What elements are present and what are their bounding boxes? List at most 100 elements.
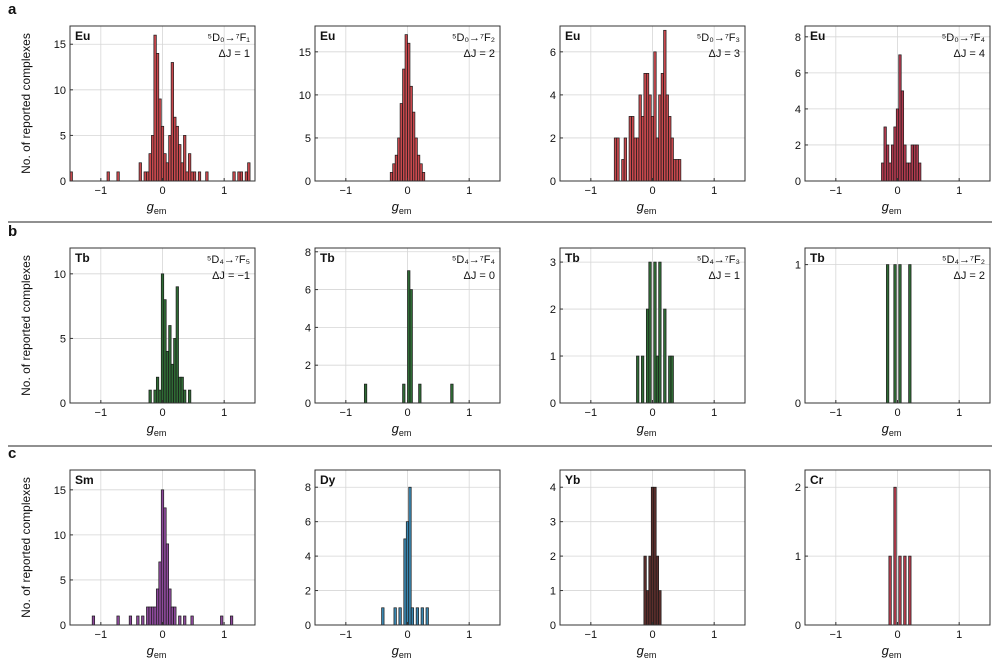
histogram-bar <box>160 273 165 404</box>
histogram-bar <box>658 94 662 182</box>
x-tick-label: 1 <box>956 407 962 419</box>
panel-letter: b <box>8 223 17 240</box>
histogram-panel: −1 0 1 0 1 2 gem Cr <box>795 469 991 660</box>
histogram-bar <box>665 94 669 182</box>
histogram-bar <box>405 521 410 626</box>
histogram-bar <box>192 171 197 182</box>
histogram-bar <box>244 171 248 182</box>
x-axis-label: gem <box>147 643 167 660</box>
y-tick-label: 8 <box>305 247 311 259</box>
transition-label: ⁵D₄→⁷F₅ <box>207 254 250 266</box>
ion-label: Dy <box>320 473 336 487</box>
y-tick-label: 2 <box>795 140 801 152</box>
x-axis-label-sub: em <box>154 650 167 660</box>
histogram-bar <box>407 42 411 182</box>
y-tick-label: 2 <box>550 551 556 563</box>
x-axis-label: gem <box>392 421 412 438</box>
histogram-bar <box>918 162 922 182</box>
histogram-bar <box>155 376 160 404</box>
histogram-bar <box>641 355 645 404</box>
y-tick-label: 0 <box>795 398 801 410</box>
histogram-bar <box>414 137 418 182</box>
histogram-bar <box>650 486 655 626</box>
histogram-bar <box>895 108 900 182</box>
x-axis-label: gem <box>392 643 412 660</box>
y-tick-label: 10 <box>54 85 66 97</box>
x-tick-label: 0 <box>894 407 900 419</box>
histogram-bar <box>658 590 662 626</box>
histogram-bar <box>633 137 637 182</box>
histogram-bar <box>636 137 640 182</box>
histogram-bar <box>116 615 120 626</box>
x-axis-label: gem <box>882 643 902 660</box>
y-tick-label: 4 <box>305 551 311 563</box>
x-tick-label: −1 <box>340 185 353 197</box>
ion-label: Sm <box>75 473 94 487</box>
histogram-bar <box>165 543 170 626</box>
x-axis-label-sub: em <box>154 428 167 438</box>
x-axis-label-main: g <box>147 643 155 658</box>
panel-letter: c <box>8 445 16 462</box>
histogram-bar <box>397 137 401 182</box>
y-tick-label: 0 <box>305 176 311 188</box>
histogram-bar <box>670 137 674 182</box>
histogram-panel: −1 0 1 0 2 4 6 8 gem Eu ⁵D₀→⁷F₄ ΔJ = 4 <box>795 25 991 216</box>
histogram-bar <box>653 261 657 404</box>
histogram-bar <box>903 144 907 182</box>
y-axis-label: No. of reported complexes <box>19 255 33 396</box>
x-axis-label-sub: em <box>644 650 657 660</box>
histogram-bar <box>381 607 385 626</box>
delta-j-label: ΔJ = −1 <box>212 270 250 282</box>
delta-j-label: ΔJ = 3 <box>708 48 740 60</box>
histogram-bar <box>648 261 652 404</box>
histogram-bar <box>239 171 244 182</box>
x-axis-label: gem <box>882 421 902 438</box>
histogram-bar <box>148 389 152 404</box>
x-tick-label: −1 <box>340 407 353 419</box>
x-tick-label: 1 <box>956 629 962 641</box>
histogram-bar <box>173 116 177 182</box>
histogram-bar <box>190 171 194 182</box>
histogram-bar <box>905 162 909 182</box>
histogram-bar <box>409 85 413 182</box>
y-tick-label: 2 <box>305 360 311 372</box>
histogram-bar <box>180 162 184 182</box>
histogram-bar <box>188 389 192 404</box>
y-tick-label: 2 <box>550 304 556 316</box>
histogram-bar <box>163 507 167 626</box>
histogram-bar <box>188 153 192 182</box>
delta-j-label: ΔJ = 0 <box>463 270 495 282</box>
histogram-bar <box>648 555 652 626</box>
histogram-bar <box>641 116 645 182</box>
histogram-bar <box>138 162 142 182</box>
x-axis-label: gem <box>637 643 657 660</box>
histogram-bar <box>636 355 640 404</box>
histogram-bar <box>409 289 413 404</box>
transition-label: ⁵D₀→⁷F₂ <box>452 32 495 44</box>
histogram-bar <box>900 90 905 182</box>
y-tick-label: 0 <box>550 398 556 410</box>
histogram-bar <box>631 116 635 182</box>
histogram-bar <box>655 355 660 404</box>
x-tick-label: −1 <box>830 185 843 197</box>
histogram-bar <box>153 389 157 404</box>
x-tick-label: −1 <box>585 407 598 419</box>
histogram-bar <box>175 125 179 182</box>
x-axis-label-main: g <box>392 643 400 658</box>
x-tick-label: −1 <box>830 407 843 419</box>
y-tick-label: 10 <box>54 530 66 542</box>
x-axis-label: gem <box>637 421 657 438</box>
histogram-bar <box>898 54 902 182</box>
histogram-bar <box>643 555 647 626</box>
y-tick-label: 2 <box>795 482 801 494</box>
y-tick-label: 4 <box>305 322 311 334</box>
transition-label: ⁵D₄→⁷F₃ <box>697 254 740 266</box>
histogram-bar <box>229 615 234 626</box>
y-tick-label: 4 <box>550 90 556 102</box>
x-tick-label: −1 <box>585 629 598 641</box>
x-tick-label: −1 <box>340 629 353 641</box>
histogram-bar <box>412 111 416 182</box>
x-tick-label: 1 <box>221 407 227 419</box>
histogram-bar <box>165 350 170 404</box>
histogram-bar <box>668 355 672 404</box>
